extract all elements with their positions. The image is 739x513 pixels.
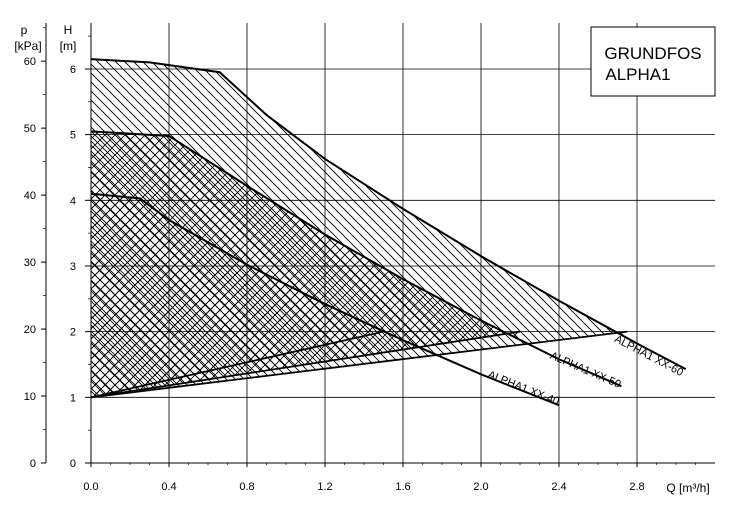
y-tick-label-kpa: 10 [24, 391, 36, 403]
y-tick-label-kpa: 40 [24, 190, 36, 202]
y-axis-symbol-m: H [64, 23, 73, 37]
x-tick-label: 1.2 [317, 481, 332, 493]
x-axis-label: Q [m³/h] [666, 481, 709, 495]
brand-line-2: ALPHA1 [605, 65, 670, 84]
x-tick-label: 0.4 [161, 481, 176, 493]
curve-label-alpha1-xx-40: ALPHA1 XX-40 [486, 369, 561, 408]
y-tick-label-kpa: 30 [24, 257, 36, 269]
y-tick-label-kpa: 0 [30, 458, 36, 470]
x-tick-label: 2.0 [473, 481, 488, 493]
brand-line-1: GRUNDFOS [604, 44, 701, 63]
y-axis-symbol-kpa: p [21, 23, 28, 37]
y-tick-label-kpa: 60 [24, 56, 36, 68]
min-curve-alpha1-xx-50 [90, 330, 521, 399]
y-tick-label-kpa: 50 [24, 123, 36, 135]
x-tick-label: 2.4 [551, 481, 566, 493]
x-tick-label: 0.8 [239, 481, 254, 493]
x-tick-label: 2.8 [629, 481, 644, 493]
curve-label-alpha1-xx-60: ALPHA1 XX-60 [612, 333, 685, 379]
y-tick-label-kpa: 20 [24, 324, 36, 336]
y-tick-label-m: 0 [70, 458, 76, 470]
max-curve-alpha1-xx-40 [90, 192, 560, 407]
y-tick-label-m: 6 [70, 64, 76, 76]
x-tick-label: 1.6 [395, 481, 410, 493]
y-axis-unit-kpa: [kPa] [14, 39, 41, 53]
min-curve-alpha1-xx-40 [90, 330, 384, 399]
max-curve-alpha1-xx-60 [90, 58, 687, 370]
brand-box [590, 26, 716, 97]
y-tick-label-m: 5 [70, 130, 76, 142]
axes: 0.0 0.4 0.8 1.2 1.6 2.0 2.4 2.80123456010203040… [24, 23, 715, 493]
operating-areas [91, 59, 628, 398]
y-tick-label-m: 1 [70, 392, 76, 404]
max-curve-alpha1-xx-50 [90, 130, 622, 388]
min-curve-alpha1-xx-60 [90, 330, 628, 399]
y-tick-label-m: 4 [70, 195, 76, 207]
area-alpha1-xx-40 [91, 193, 384, 398]
y-axis-unit-m: [m] [60, 39, 77, 53]
x-tick-label: 0.0 [83, 481, 98, 493]
y-tick-label-m: 3 [70, 261, 76, 273]
y-tick-label-m: 2 [70, 327, 76, 339]
